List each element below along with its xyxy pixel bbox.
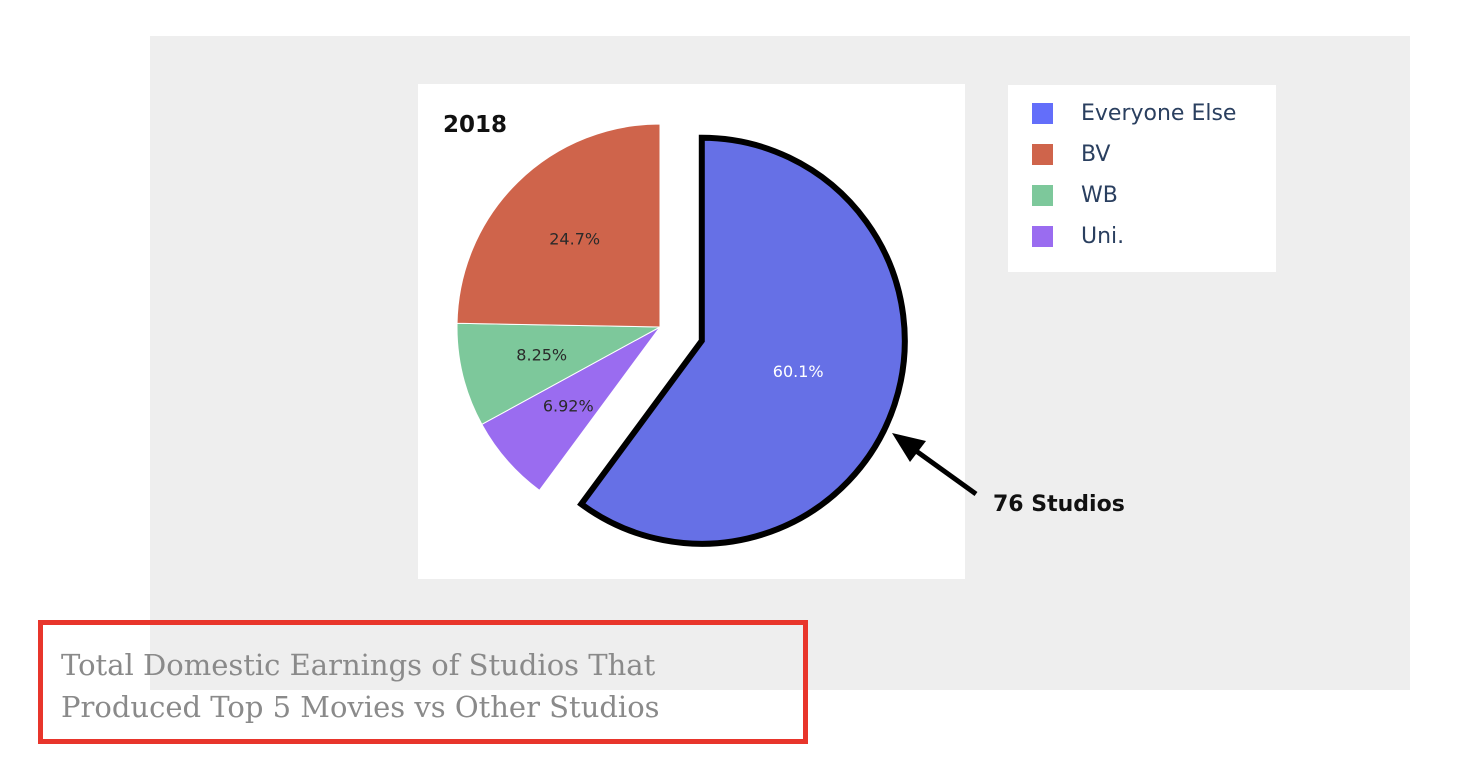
legend-item-wb[interactable]: WB xyxy=(1032,180,1118,210)
legend-swatch-bv xyxy=(1032,143,1053,165)
figure-caption: Total Domestic Earnings of Studios That … xyxy=(61,648,660,724)
legend-label: Uni. xyxy=(1081,223,1125,249)
legend-item-everyone-else[interactable]: Everyone Else xyxy=(1032,98,1236,128)
pie-slice-wb[interactable] xyxy=(456,322,662,426)
legend-item-bv[interactable]: BV xyxy=(1032,139,1110,169)
slice-label: 24.7% xyxy=(549,230,600,249)
legend-swatch-everyone-else xyxy=(1032,102,1053,124)
slice-label: 8.25% xyxy=(516,346,567,365)
legend-label: WB xyxy=(1081,182,1118,208)
legend-swatch-wb xyxy=(1032,184,1053,206)
slice-label: 60.1% xyxy=(773,362,824,381)
chart-title: 2018 xyxy=(443,112,508,138)
annotation-arrowhead xyxy=(892,433,926,462)
pie-slice-bv[interactable] xyxy=(456,123,661,328)
legend-swatch-uni xyxy=(1032,225,1053,247)
legend[interactable]: Everyone Else BV WB Uni. xyxy=(1008,85,1276,272)
pie-slice-everyone-else[interactable] xyxy=(577,134,908,547)
slice-label: 6.92% xyxy=(543,397,594,416)
caption-highlight-box: Total Domestic Earnings of Studios That … xyxy=(38,620,808,744)
legend-label: BV xyxy=(1081,141,1111,167)
annotation-arrow-line xyxy=(910,445,978,497)
legend-label: Everyone Else xyxy=(1081,100,1237,126)
legend-item-uni[interactable]: Uni. xyxy=(1032,221,1124,251)
annotation-label: 76 Studios xyxy=(993,492,1125,517)
